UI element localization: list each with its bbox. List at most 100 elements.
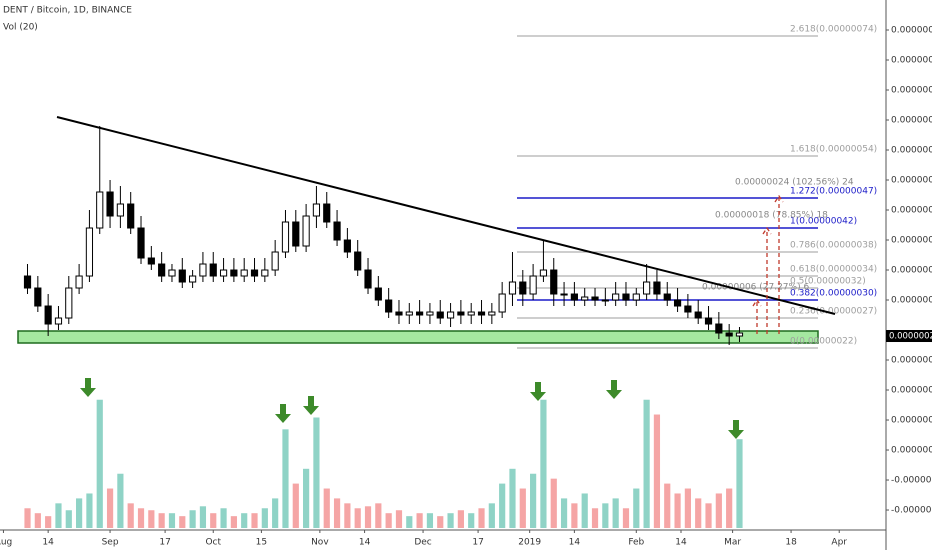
candle-body [302, 215, 310, 247]
fib-label: 0.618(0.00000034) [790, 265, 877, 275]
candle-body [137, 227, 145, 259]
candle-body [550, 269, 558, 295]
volume-bar [137, 508, 145, 528]
candle-body [560, 293, 568, 296]
candle-body [643, 281, 651, 295]
volume-bar [406, 516, 413, 528]
candle-body [54, 317, 63, 325]
candle-body [488, 311, 496, 316]
candle-body [570, 293, 578, 301]
volume-bar [674, 493, 681, 528]
fib-label: 2.618(0.00000074) [790, 25, 877, 35]
candle-body [147, 257, 155, 265]
candle-body [106, 191, 114, 217]
candle-body [374, 287, 382, 301]
volume-bar [612, 498, 619, 528]
candle-body [612, 293, 620, 301]
volume-bar [210, 513, 217, 528]
candle-body [735, 332, 744, 337]
volume-title: Vol (20) [3, 23, 38, 33]
candle-body [85, 227, 94, 277]
volume-bar [45, 516, 52, 528]
volume-bar [664, 483, 671, 528]
candle-body [508, 281, 517, 295]
volume-bar [726, 488, 733, 528]
candle-body [529, 275, 537, 295]
y-tick-label: 0.00000030 [891, 296, 932, 306]
x-tick-label: Dec [414, 538, 431, 548]
signal-arrows [80, 378, 744, 439]
down-arrow [80, 378, 96, 397]
candle-body [230, 269, 238, 277]
volume-bar [581, 493, 588, 528]
volume-bar [488, 503, 495, 528]
x-tick-label: 17 [159, 538, 170, 548]
candle-body [684, 305, 692, 313]
candle-body [189, 275, 197, 283]
fib-label: 0.786(0.00000038) [790, 241, 877, 251]
y-tick-label: 0.00000015 [891, 386, 932, 396]
last-price-label: 0.00000024 [889, 332, 932, 342]
candle-body [477, 311, 486, 316]
volume-bar [354, 508, 361, 528]
volume-bar [509, 468, 516, 528]
volume-bar [199, 506, 207, 528]
candle-body [591, 296, 599, 301]
fib-label: 1(0.00000042) [790, 217, 857, 227]
measure-arrow [774, 194, 784, 334]
volume-bar [76, 498, 83, 528]
fib-label: 1.618(0.00000054) [790, 145, 877, 155]
volume-bar [457, 510, 464, 528]
fib-label: 0(0.00000022) [790, 337, 857, 347]
y-tick-label: 0.00000055 [891, 146, 932, 156]
volume-bar [385, 513, 392, 528]
candle-body [622, 293, 630, 301]
x-tick-label: 14 [569, 538, 581, 548]
candle-body [292, 221, 300, 247]
candle-body [395, 311, 403, 316]
volume-bar [602, 503, 609, 528]
volume-bar [705, 503, 712, 528]
candle-body [436, 311, 444, 319]
support-box [17, 330, 819, 344]
candle-body [75, 275, 83, 289]
y-tick-label: 0.00000070 [891, 56, 932, 66]
candle-body [704, 317, 713, 325]
volume-bar [168, 513, 176, 528]
x-tick-label: 14 [675, 538, 687, 548]
volume-bar [272, 498, 279, 528]
candle-body [343, 239, 351, 253]
candle-body [467, 311, 475, 316]
support-zone [17, 330, 819, 344]
y-tick-label: 0.00000040 [891, 236, 932, 246]
candles [23, 126, 744, 346]
volume-bar [499, 483, 506, 528]
down-arrow [303, 396, 319, 415]
volume-bar [375, 503, 382, 528]
down-arrow [530, 382, 546, 401]
x-tick-label: Sep [102, 538, 119, 548]
candle-body [653, 281, 661, 295]
candle-body [725, 332, 733, 337]
volume-bar [251, 513, 258, 528]
candle-body [178, 269, 186, 283]
x-tick-label: 17 [472, 538, 483, 548]
y-tick-label: 0.00000060 [891, 116, 932, 126]
volume-bar [313, 417, 320, 528]
volume-bar [303, 468, 310, 528]
axes: 0.00000075 0.00000070 0.00000065 0.00000060… [0, 26, 932, 548]
candle-body [250, 269, 259, 277]
candle-body [323, 203, 331, 223]
candle-body [240, 269, 248, 277]
x-tick-label: Mar [724, 538, 741, 548]
y-tick-label: -0.00000000 [891, 476, 932, 486]
candle-body [34, 287, 42, 307]
candle-body [601, 299, 609, 302]
y-tick-label: 0.00000035 [891, 266, 932, 276]
volume-bar [292, 483, 299, 528]
volume-bar [364, 506, 372, 528]
volume-bar [519, 488, 526, 528]
volume-bar [127, 503, 134, 528]
volume-bar [426, 513, 434, 528]
